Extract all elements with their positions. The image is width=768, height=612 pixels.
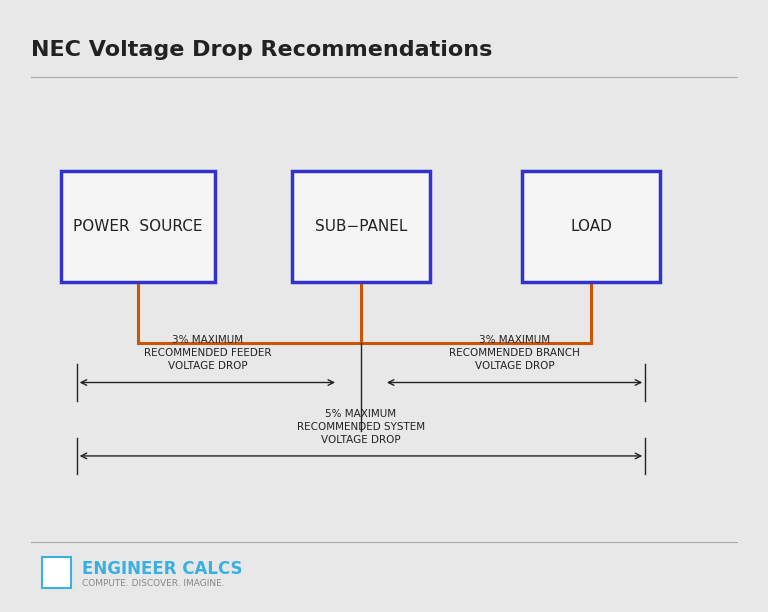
FancyBboxPatch shape (61, 171, 215, 282)
FancyBboxPatch shape (522, 171, 660, 282)
FancyBboxPatch shape (292, 171, 430, 282)
Text: SUB−PANEL: SUB−PANEL (315, 219, 407, 234)
Text: 3% MAXIMUM
RECOMMENDED BRANCH
VOLTAGE DROP: 3% MAXIMUM RECOMMENDED BRANCH VOLTAGE DR… (449, 335, 580, 371)
Text: LOAD: LOAD (571, 219, 612, 234)
Text: ENGINEER CALCS: ENGINEER CALCS (82, 560, 243, 578)
Text: COMPUTE. DISCOVER. IMAGINE.: COMPUTE. DISCOVER. IMAGINE. (82, 579, 225, 588)
Text: 5% MAXIMUM
RECOMMENDED SYSTEM
VOLTAGE DROP: 5% MAXIMUM RECOMMENDED SYSTEM VOLTAGE DR… (297, 409, 425, 445)
Text: NEC Voltage Drop Recommendations: NEC Voltage Drop Recommendations (31, 40, 492, 60)
Text: 3% MAXIMUM
RECOMMENDED FEEDER
VOLTAGE DROP: 3% MAXIMUM RECOMMENDED FEEDER VOLTAGE DR… (144, 335, 271, 371)
FancyBboxPatch shape (42, 557, 71, 588)
Text: POWER  SOURCE: POWER SOURCE (74, 219, 203, 234)
